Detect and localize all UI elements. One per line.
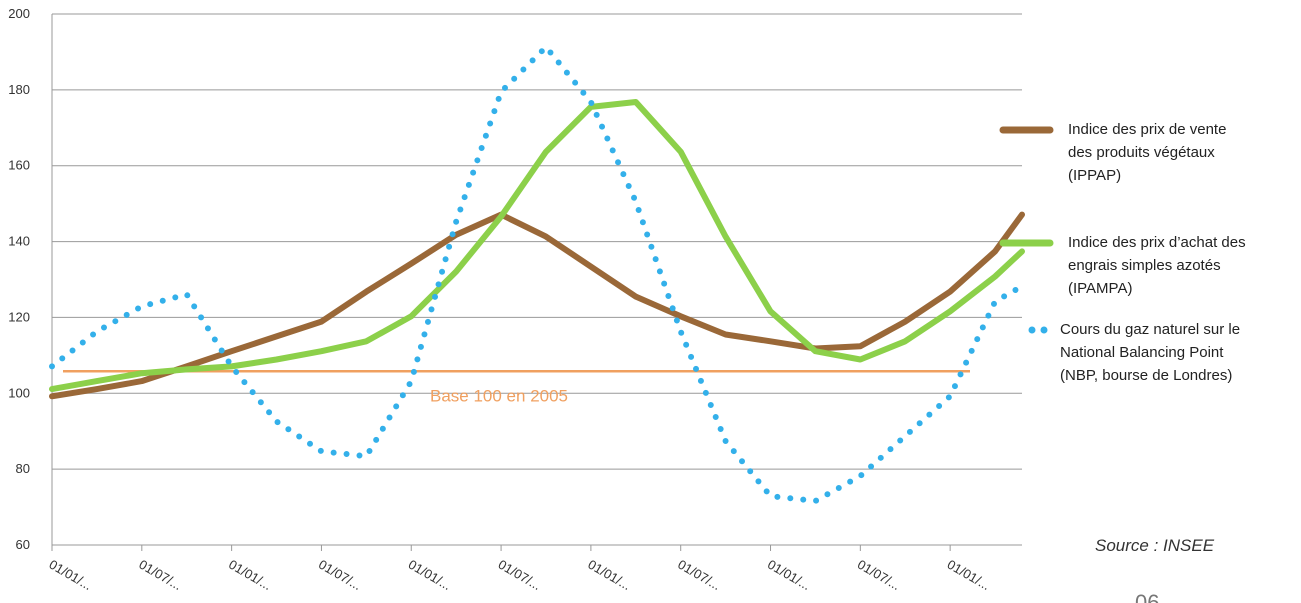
y-tick-label: 120 xyxy=(8,309,30,324)
y-tick-label: 80 xyxy=(16,461,30,476)
x-tick-label: 01/07/... xyxy=(136,557,184,593)
legend-label: Cours du gaz naturel sur le National Bal… xyxy=(1060,321,1241,384)
y-tick-label: 60 xyxy=(16,537,30,552)
series-line xyxy=(49,99,1025,393)
x-tick-label: 01/01/... xyxy=(226,557,274,593)
y-tick-label: 140 xyxy=(8,234,30,249)
x-tick-label: 01/01/... xyxy=(585,557,633,593)
x-tick-label: 01/07/... xyxy=(496,557,544,593)
x-tick-label: 01/07/... xyxy=(316,557,364,593)
y-tick-label: 180 xyxy=(8,82,30,97)
source: Source : INSEE xyxy=(1095,536,1215,555)
reference-label: Base 100 en 2005 xyxy=(430,386,568,405)
y-tick-label: 160 xyxy=(8,158,30,173)
y-tick-label: 100 xyxy=(8,385,30,400)
x-tick-label: 01/07/... xyxy=(855,557,903,593)
x-tick-label: 01/01/... xyxy=(47,557,95,593)
x-tick-label: 01/01/... xyxy=(945,557,993,593)
x-tick-label: 01/07/... xyxy=(675,557,723,593)
series-line xyxy=(49,44,1025,504)
x-tick-label: 01/01/... xyxy=(406,557,454,593)
x-tick-label: 01/01/... xyxy=(765,557,813,593)
series-line xyxy=(49,211,1025,400)
legend-label: Indice des prix de vente des produits vé… xyxy=(1068,121,1227,184)
page-number: 06 xyxy=(1135,590,1159,603)
legend-label: Indice des prix d’achat des engrais simp… xyxy=(1068,234,1246,297)
y-tick-label: 200 xyxy=(8,6,30,21)
